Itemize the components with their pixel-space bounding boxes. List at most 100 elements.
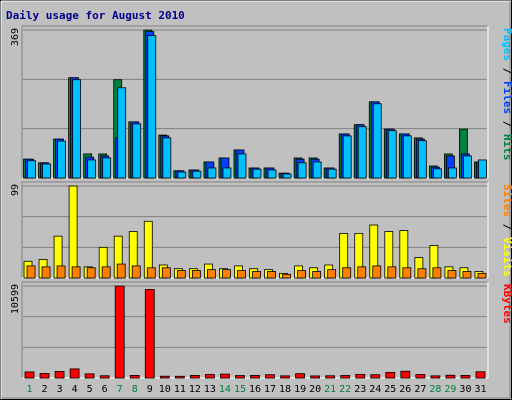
bar-usage-pages-day-23: [357, 126, 367, 179]
bar-visits-sites-day-6: [101, 266, 111, 279]
max-label-kbytes: 10599: [10, 284, 21, 314]
bar-usage-pages-day-27: [417, 140, 427, 179]
bar-kbytes-kbytes-day-20: [310, 375, 321, 379]
bar-kbytes-kbytes-day-4: [69, 368, 80, 379]
bar-visits-sites-day-19: [297, 270, 307, 279]
bar-usage-pages-day-24: [372, 103, 382, 179]
bar-visits-sites-day-5: [86, 267, 96, 279]
bar-usage-pages-day-10: [162, 137, 172, 179]
bar-kbytes-kbytes-day-18: [280, 375, 290, 379]
bar-visits-sites-day-14: [222, 269, 231, 279]
bar-visits-sites-day-15: [237, 270, 246, 279]
day-label-17: 17: [264, 384, 276, 395]
bar-visits-sites-day-20: [312, 271, 322, 279]
day-label-7: 7: [117, 384, 123, 395]
bar-visits-sites-day-26: [402, 267, 412, 279]
legend-item-usage-4: Hits: [501, 134, 512, 161]
bar-visits-sites-day-18: [282, 273, 291, 279]
bar-kbytes-kbytes-day-19: [295, 373, 306, 379]
bar-usage-pages-day-9: [147, 35, 157, 179]
bar-visits-sites-day-29: [447, 270, 457, 279]
day-label-4: 4: [72, 384, 78, 395]
bar-visits-sites-day-25: [387, 266, 397, 279]
bar-usage-pages-day-19: [297, 162, 307, 179]
bar-usage-pages-day-22: [342, 135, 352, 179]
legend-item-usage-3: /: [501, 114, 512, 134]
bar-kbytes-kbytes-day-13: [204, 374, 215, 379]
bar-kbytes-kbytes-day-30: [460, 374, 471, 379]
bar-usage-pages-day-30: [463, 155, 472, 179]
day-label-15: 15: [234, 384, 246, 395]
bar-visits-visits-day-4: [68, 185, 78, 279]
max-label-visits: 99: [10, 184, 21, 196]
legend-visits: Sites / Visits: [501, 184, 512, 277]
bar-kbytes-kbytes-day-31: [475, 371, 486, 379]
bar-kbytes-kbytes-day-12: [189, 374, 200, 379]
day-label-28: 28: [429, 384, 441, 395]
legend-item-usage-2: Files: [501, 81, 512, 114]
bar-kbytes-kbytes-day-23: [355, 373, 366, 379]
bar-usage-pages-day-17: [267, 169, 277, 179]
bar-usage-pages-day-21: [327, 168, 337, 179]
day-label-12: 12: [189, 384, 201, 395]
bar-kbytes-kbytes-day-25: [385, 371, 396, 379]
bar-visits-sites-day-2: [41, 266, 51, 279]
legend-item-visits-2: Visits: [501, 237, 512, 277]
bar-usage-pages-day-18: [282, 173, 292, 179]
bar-kbytes-kbytes-day-15: [235, 375, 245, 379]
day-label-14: 14: [219, 384, 231, 395]
legend-item-kbytes-0: KBytes: [501, 284, 512, 324]
bar-visits-sites-day-7: [116, 263, 126, 279]
bar-usage-pages-day-28: [432, 168, 442, 179]
day-label-29: 29: [444, 384, 456, 395]
bar-usage-pages-day-25: [387, 130, 397, 179]
day-label-13: 13: [204, 384, 216, 395]
bar-usage-pages-day-1: [27, 160, 36, 179]
bar-usage-pages-day-26: [402, 135, 412, 179]
day-label-9: 9: [147, 384, 153, 395]
chart-panels: 369 Pages / Files / Hits 99 Sites / Visits 1…: [10, 25, 512, 379]
day-label-2: 2: [42, 384, 48, 395]
bar-visits-sites-day-28: [432, 267, 442, 279]
bar-usage-pages-day-29: [448, 167, 457, 179]
bar-usage-pages-day-5: [87, 159, 97, 179]
bar-usage-pages-day-2: [42, 163, 51, 179]
bar-kbytes-kbytes-day-1: [24, 371, 35, 379]
bar-kbytes-kbytes-day-26: [400, 370, 411, 379]
day-label-11: 11: [174, 384, 186, 395]
legend-item-visits-1: /: [501, 217, 512, 237]
bar-kbytes-kbytes-day-21: [325, 375, 336, 379]
legend-item-usage-0: Pages: [501, 28, 512, 61]
bar-usage-pages-day-15: [237, 153, 247, 179]
bar-visits-sites-day-31: [477, 272, 487, 279]
day-label-21: 21: [324, 384, 336, 395]
day-label-6: 6: [102, 384, 108, 395]
day-label-24: 24: [369, 384, 381, 395]
bar-visits-sites-day-16: [252, 271, 261, 279]
chart-title: Daily usage for August 2010: [6, 9, 185, 22]
bar-usage-pages-day-16: [252, 168, 262, 179]
legend-item-visits-0: Sites: [501, 184, 512, 217]
bar-kbytes-kbytes-day-8: [129, 374, 140, 379]
bar-visits-sites-day-8: [131, 265, 141, 279]
panel-kbytes: 10599 KBytes: [10, 281, 512, 379]
bar-usage-pages-day-12: [192, 170, 202, 179]
panel-usage: 369 Pages / Files / Hits: [10, 25, 512, 179]
panel-visits: 99 Sites / Visits: [10, 181, 512, 279]
bar-kbytes-kbytes-day-5: [84, 373, 95, 379]
day-label-10: 10: [159, 384, 171, 395]
bar-visits-sites-day-4: [71, 266, 81, 279]
bar-kbytes-kbytes-day-28: [430, 375, 441, 379]
bar-kbytes-kbytes-day-7: [114, 285, 125, 379]
bar-kbytes-kbytes-day-14: [220, 373, 230, 379]
day-label-27: 27: [414, 384, 426, 395]
bar-usage-pages-day-6: [102, 157, 112, 179]
max-label-usage: 369: [10, 28, 21, 46]
day-label-26: 26: [399, 384, 411, 395]
bar-usage-pages-day-11: [177, 171, 187, 179]
day-label-1: 1: [27, 384, 33, 395]
day-label-8: 8: [132, 384, 138, 395]
bar-kbytes-kbytes-day-9: [144, 289, 155, 379]
day-label-23: 23: [354, 384, 366, 395]
